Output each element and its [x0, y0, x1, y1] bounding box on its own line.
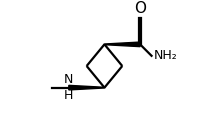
Text: O: O	[134, 1, 146, 16]
Polygon shape	[104, 42, 140, 47]
Text: NH₂: NH₂	[154, 49, 178, 62]
Text: H: H	[64, 89, 73, 102]
Polygon shape	[69, 85, 104, 90]
Text: N: N	[64, 73, 73, 86]
